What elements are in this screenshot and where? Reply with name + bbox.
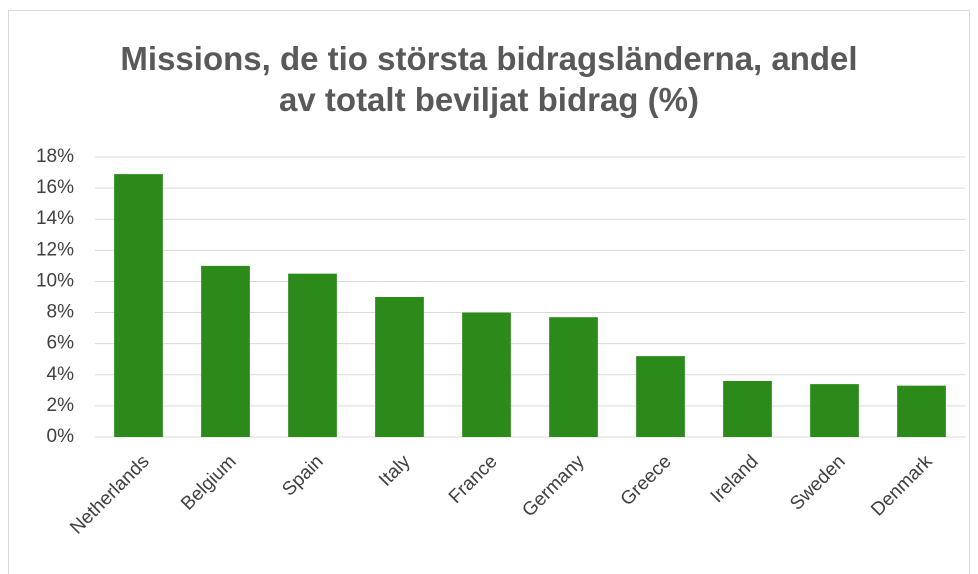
y-tick-label: 18% — [36, 146, 74, 167]
bar — [897, 385, 946, 437]
y-tick-label: 16% — [36, 177, 74, 198]
x-tick-label: Netherlands — [66, 451, 153, 538]
x-tick-label: Greece — [617, 451, 676, 510]
y-tick-label: 0% — [47, 426, 75, 447]
y-tick-label: 12% — [36, 239, 74, 260]
y-tick-label: 4% — [47, 364, 75, 385]
bar — [462, 312, 511, 437]
x-tick-label: Italy — [375, 451, 415, 491]
y-tick-label: 2% — [47, 395, 75, 416]
bar — [201, 265, 250, 437]
y-tick-label: 6% — [47, 333, 75, 354]
x-tick-label: Germany — [518, 451, 588, 521]
x-tick-label: Belgium — [177, 451, 240, 514]
bar — [549, 317, 598, 437]
y-tick-label: 10% — [36, 270, 74, 291]
bar — [375, 297, 424, 437]
x-tick-label: Spain — [278, 451, 327, 500]
bar — [114, 174, 163, 437]
x-tick-label: Ireland — [707, 451, 763, 507]
bar — [288, 273, 337, 437]
x-tick-label: Sweden — [786, 451, 849, 514]
y-tick-label: 14% — [36, 208, 74, 229]
chart-title: Missions, de tio största bidragsländerna… — [120, 40, 858, 118]
y-tick-label: 8% — [47, 302, 75, 323]
chart-frame — [8, 10, 970, 574]
x-tick-label: Denmark — [867, 451, 937, 521]
x-tick-label: France — [445, 451, 502, 508]
bar — [810, 384, 859, 437]
bar — [636, 356, 685, 437]
bar — [723, 381, 772, 437]
